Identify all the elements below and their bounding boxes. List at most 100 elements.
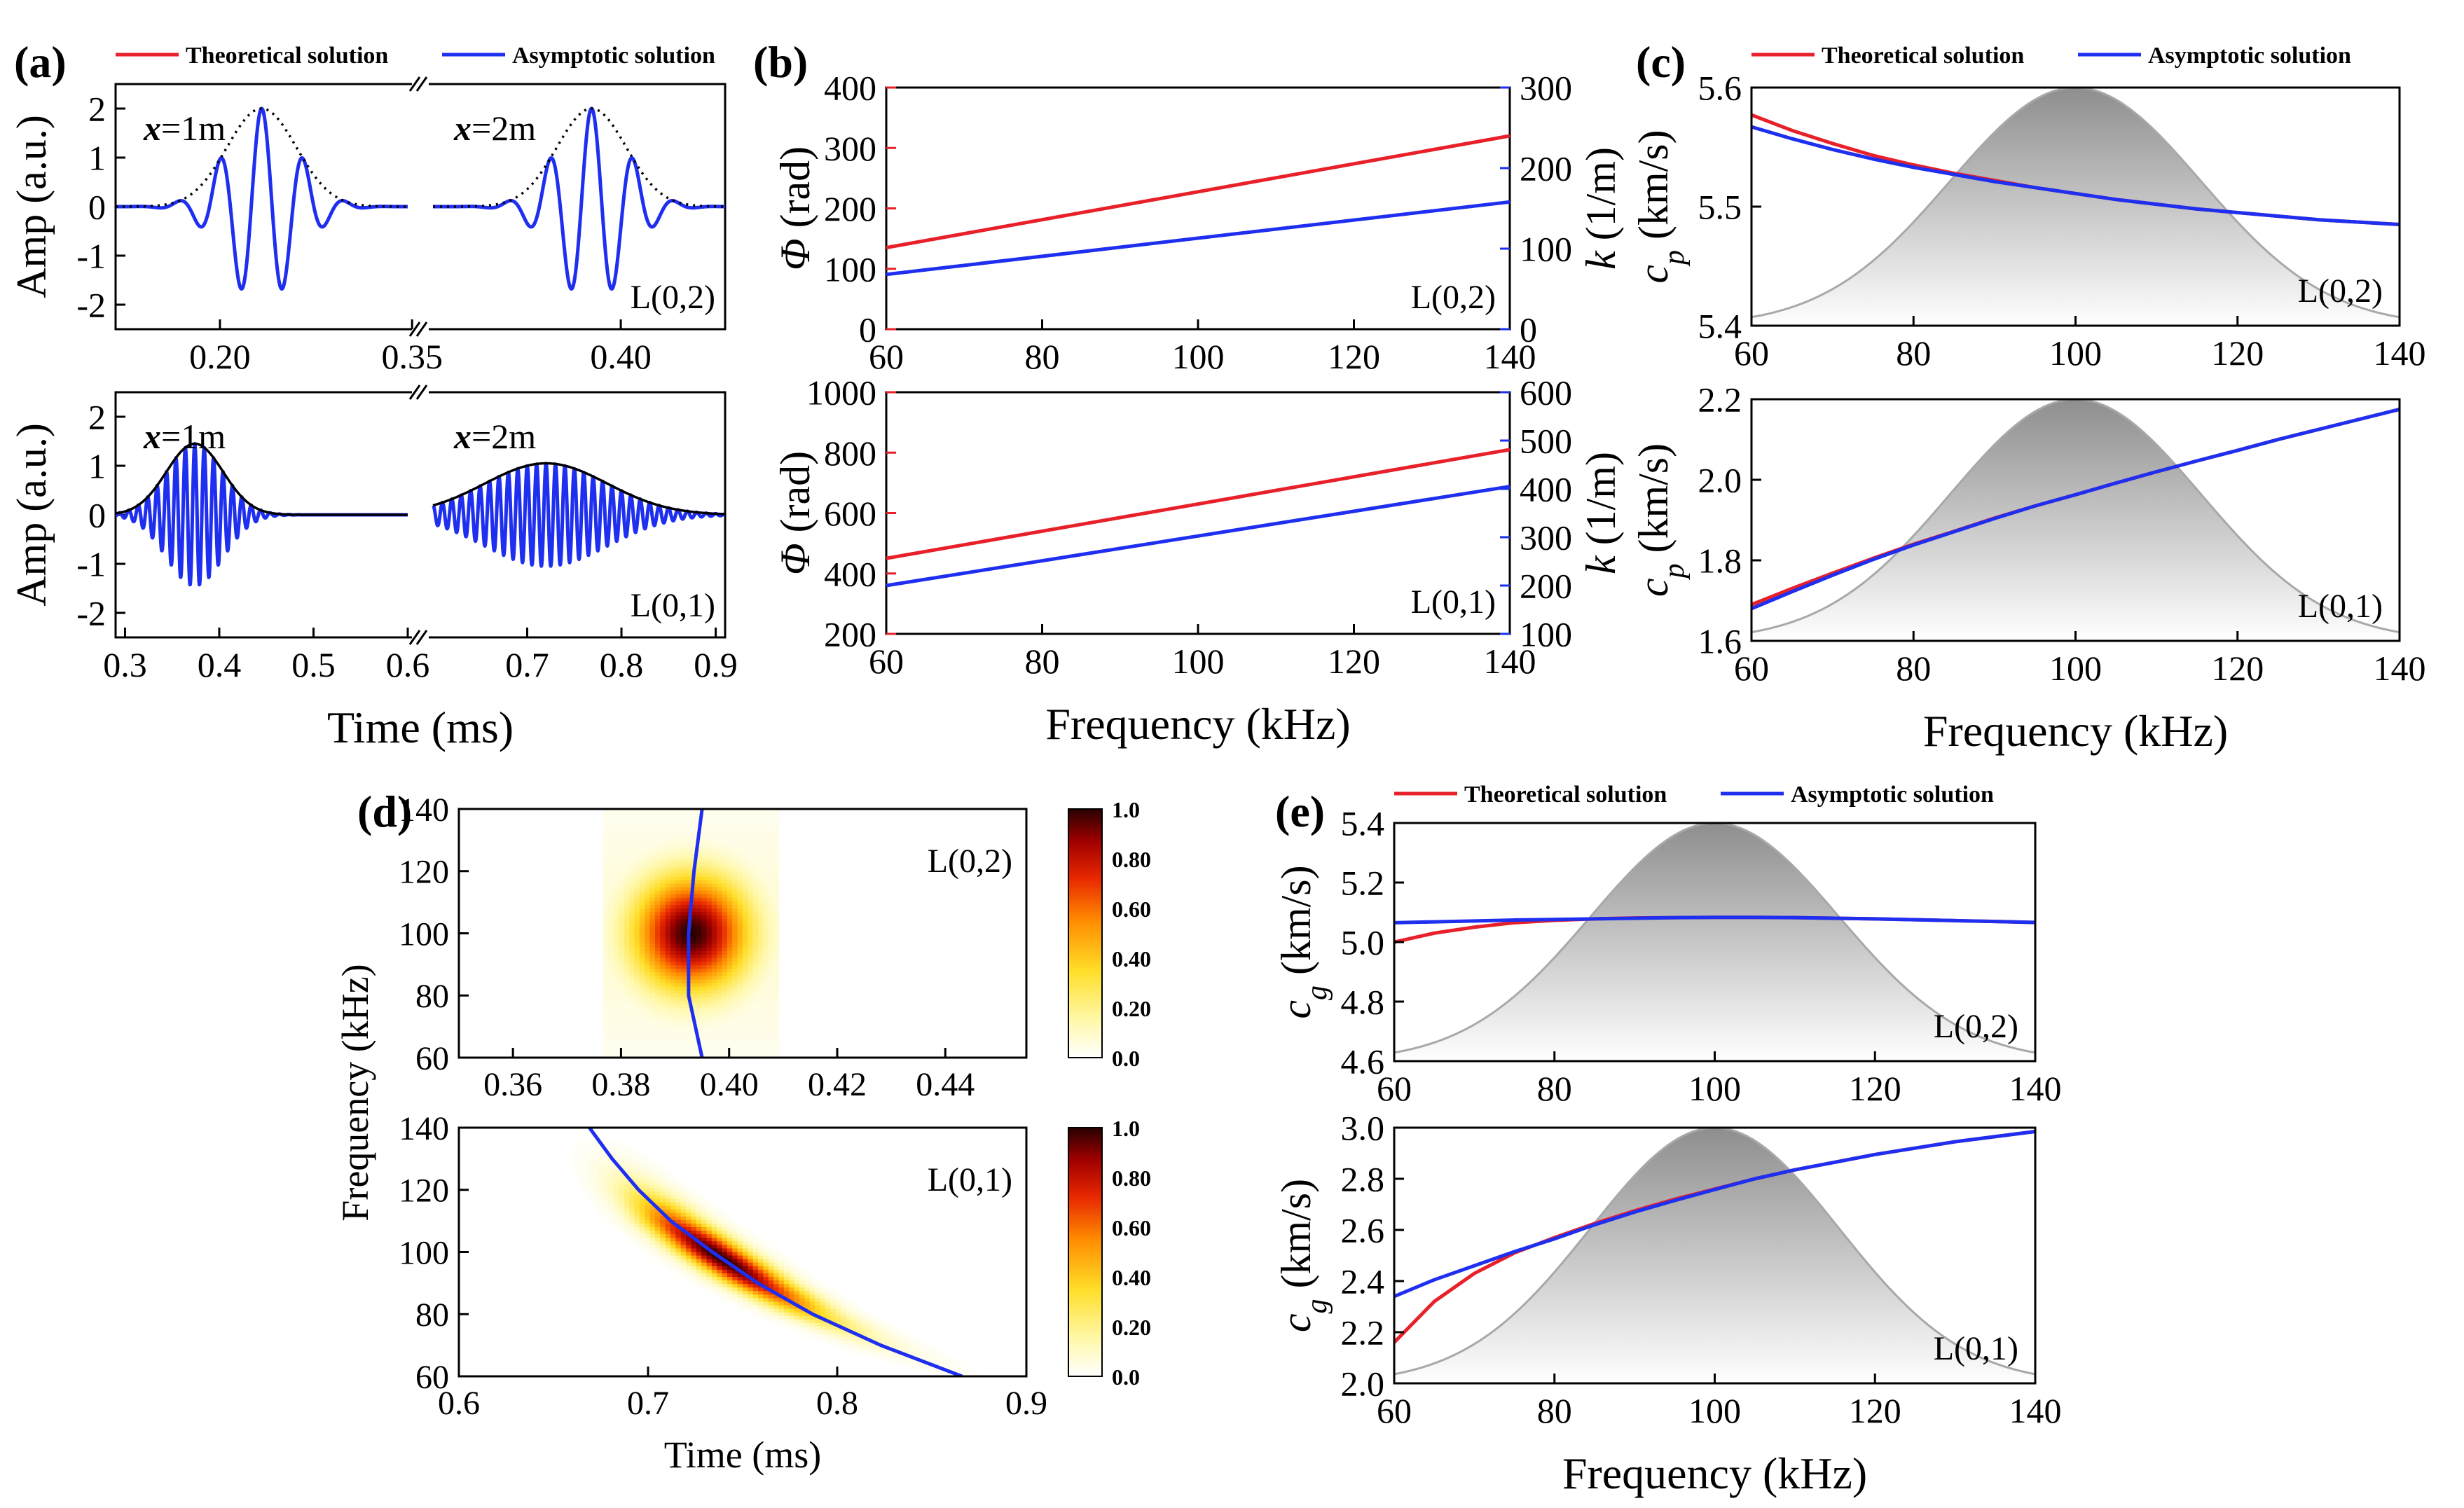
- heatmap-cell: [675, 986, 682, 991]
- heatmap-cell: [696, 954, 702, 959]
- heatmap-cell: [711, 1011, 717, 1016]
- heatmap-cell: [613, 1191, 620, 1196]
- heatmap-cell: [737, 1043, 743, 1048]
- heatmap-cell: [608, 1000, 614, 1005]
- heatmap-cell: [737, 1280, 743, 1285]
- heatmap-cell: [856, 1322, 862, 1327]
- heatmap-cell: [722, 1018, 728, 1023]
- heatmap-cell: [603, 954, 610, 959]
- heatmap-cell: [696, 1223, 702, 1228]
- heatmap-cell: [649, 1209, 656, 1214]
- heatmap-cell: [737, 1000, 743, 1005]
- heatmap-cell: [665, 823, 671, 828]
- heatmap-cell: [588, 1156, 594, 1161]
- heatmap-cell: [593, 1156, 599, 1161]
- heatmap-cell: [701, 933, 708, 938]
- heatmap-cell: [804, 1312, 811, 1317]
- heatmap-cell: [717, 1287, 723, 1292]
- y-axis-label-right: k (1/m): [1578, 147, 1624, 270]
- heatmap-cell: [727, 1008, 734, 1012]
- heatmap-cell: [768, 1046, 774, 1051]
- heatmap-cell: [639, 990, 645, 995]
- heatmap-cell: [603, 1195, 610, 1200]
- heatmap-cell: [768, 816, 774, 821]
- heatmap-cell: [629, 1166, 635, 1171]
- heatmap-cell: [639, 940, 645, 945]
- heatmap-cell: [691, 855, 697, 859]
- heatmap-cell: [670, 823, 677, 828]
- heatmap-cell: [619, 880, 625, 885]
- heatmap-cell: [727, 1029, 734, 1034]
- heatmap-cell: [804, 1301, 811, 1306]
- heatmap-cell: [732, 926, 738, 931]
- heatmap-cell: [897, 1355, 904, 1360]
- heatmap-cell: [737, 936, 743, 941]
- heatmap-cell: [654, 823, 661, 828]
- heatmap-cell: [970, 1372, 976, 1376]
- heatmap-cell: [758, 1298, 764, 1303]
- heatmap-cell: [613, 844, 620, 849]
- heatmap-cell: [701, 841, 708, 845]
- heatmap-cell: [649, 904, 656, 909]
- heatmap-cell: [686, 1053, 692, 1058]
- heatmap-cell: [619, 1039, 625, 1044]
- heatmap-cell: [748, 1280, 754, 1285]
- heatmap-cell: [722, 887, 728, 892]
- heatmap-cell: [675, 869, 682, 874]
- heatmap-cell: [840, 1294, 847, 1299]
- heatmap-cell: [608, 1212, 614, 1217]
- heatmap-cell: [629, 986, 635, 991]
- heatmap-cell: [743, 880, 749, 885]
- heatmap-cell: [722, 962, 728, 966]
- heatmap-cell: [696, 1262, 702, 1267]
- heatmap-cell: [691, 851, 697, 856]
- heatmap-cell: [634, 997, 640, 1002]
- heatmap-cell: [758, 819, 764, 824]
- heatmap-cell: [872, 1319, 878, 1324]
- heatmap-cell: [654, 1234, 661, 1239]
- heatmap-cell: [711, 1241, 717, 1246]
- heatmap-cell: [727, 1280, 734, 1285]
- heatmap-cell: [701, 915, 708, 920]
- heatmap-cell: [768, 819, 774, 824]
- heatmap-cell: [613, 969, 620, 974]
- heatmap-cell: [825, 1284, 831, 1289]
- heatmap-cell: [717, 1022, 723, 1027]
- heatmap-cell: [717, 962, 723, 966]
- heatmap-cell: [613, 1022, 620, 1027]
- heatmap-cell: [773, 958, 780, 962]
- heatmap-cell: [758, 812, 764, 817]
- heatmap-cell: [660, 1004, 666, 1009]
- heatmap-cell: [639, 873, 645, 878]
- heatmap-cell: [634, 1173, 640, 1178]
- heatmap-cell: [582, 1184, 589, 1189]
- heatmap-cell: [675, 1004, 682, 1009]
- x-axis-label: Frequency (kHz): [1923, 706, 2228, 756]
- heatmap-cell: [773, 816, 780, 821]
- heatmap-cell: [634, 1004, 640, 1009]
- heatmap-cell: [783, 1319, 790, 1324]
- heatmap-cell: [892, 1334, 898, 1338]
- heatmap-cell: [727, 947, 734, 952]
- heatmap-cell: [675, 962, 682, 966]
- envelope-curve: [432, 107, 725, 208]
- heatmap-cell: [743, 919, 749, 924]
- heatmap-cell: [665, 816, 671, 821]
- heatmap-cell: [680, 866, 687, 871]
- heatmap-cell: [691, 936, 697, 941]
- heatmap-cell: [752, 976, 759, 981]
- heatmap-cell: [660, 969, 666, 974]
- heatmap-cell: [654, 1191, 661, 1196]
- heatmap-cell: [670, 1043, 677, 1048]
- heatmap-cell: [649, 819, 656, 824]
- heatmap-cell: [758, 830, 764, 835]
- heatmap-cell: [851, 1322, 857, 1327]
- heatmap-cell: [629, 826, 635, 831]
- heatmap-cell: [701, 851, 708, 856]
- heatmap-cell: [649, 922, 656, 927]
- heatmap-cell: [629, 1000, 635, 1005]
- heatmap-cell: [892, 1327, 898, 1331]
- heatmap-cell: [660, 1219, 666, 1224]
- heatmap-cell: [649, 851, 656, 856]
- heatmap-cell: [773, 869, 780, 874]
